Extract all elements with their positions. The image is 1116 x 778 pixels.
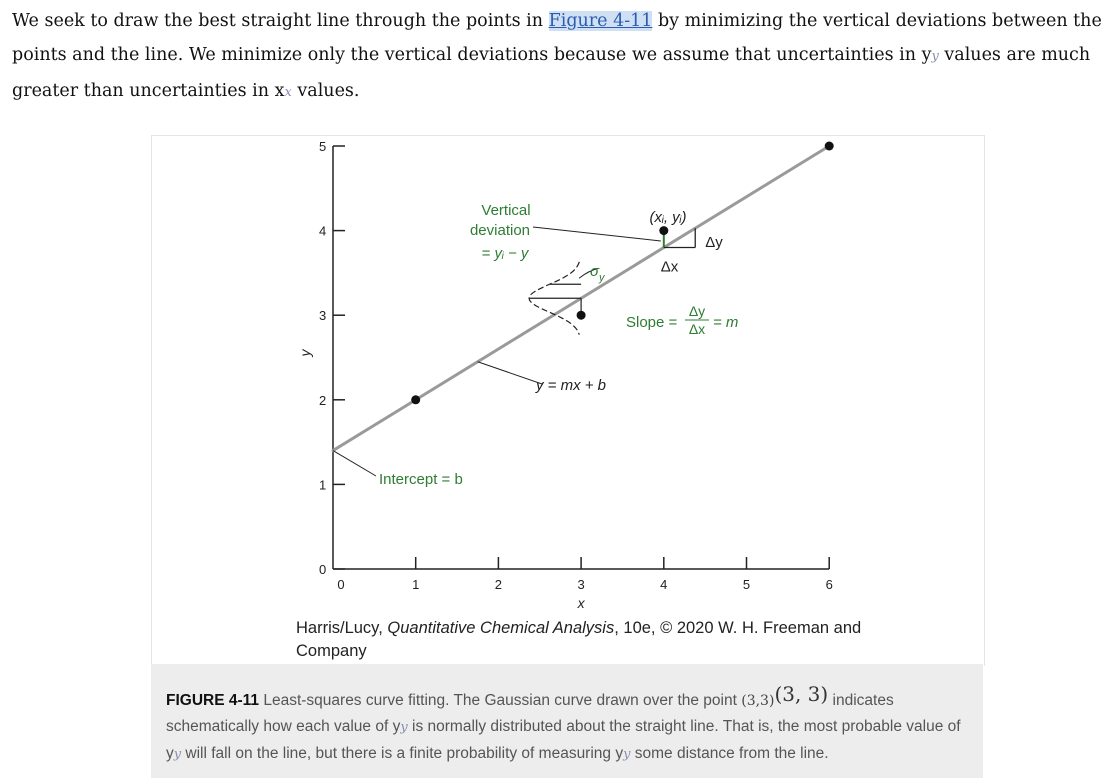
x-tick-label: 6 bbox=[826, 577, 833, 592]
caption-box bbox=[151, 664, 983, 778]
y-tick-label: 0 bbox=[319, 562, 326, 577]
equation-label: y = mx + b bbox=[535, 377, 606, 394]
x-axis-label: x bbox=[577, 595, 586, 611]
caption-point: (3,3) bbox=[741, 693, 775, 709]
caption-text: some distance from the line. bbox=[630, 745, 829, 762]
intercept-label: Intercept = b bbox=[379, 471, 463, 488]
figure-link[interactable]: Figure 4-11 bbox=[548, 11, 653, 31]
slope-denominator: Δx bbox=[689, 321, 705, 337]
caption-text: indicates schematically how each value o… bbox=[166, 692, 894, 735]
y-tick-label: 4 bbox=[319, 224, 326, 239]
chart-axes bbox=[332, 146, 830, 570]
y-tick-label: 3 bbox=[319, 308, 326, 323]
x-tick-label: 0 bbox=[337, 577, 344, 592]
data-point bbox=[576, 310, 586, 320]
caption-text: is normally distributed about the straig… bbox=[166, 718, 961, 762]
deviation-label: Vertical bbox=[481, 202, 530, 219]
x-tick-label: 5 bbox=[743, 577, 750, 592]
figure-panel bbox=[151, 135, 985, 666]
sigma-subscript: y bbox=[598, 272, 606, 284]
credit-prefix: Harris/Lucy, bbox=[296, 619, 388, 637]
intro-text: values. bbox=[291, 81, 360, 101]
x-tick-label: 2 bbox=[495, 577, 502, 592]
data-points bbox=[411, 141, 834, 405]
data-point bbox=[824, 141, 834, 151]
delta-y-label: Δy bbox=[705, 234, 723, 251]
y-axis-label: y bbox=[297, 349, 313, 358]
slope-label: Slope = bbox=[626, 314, 678, 331]
equation-leader bbox=[477, 361, 543, 385]
x-tick-label: 1 bbox=[412, 577, 419, 592]
delta-x-label: Δx bbox=[661, 259, 679, 276]
math-glyph-y: y bbox=[623, 747, 631, 762]
credit-book-title: Quantitative Chemical Analysis bbox=[387, 619, 615, 637]
sigma-leader bbox=[578, 267, 600, 279]
deviation-label: deviation bbox=[470, 222, 530, 239]
sigma-label: σ bbox=[590, 263, 600, 280]
credit-suffix: , 10e, © 2020 W. H. Freeman and Company bbox=[296, 619, 862, 660]
caption-point-math: (3, 3) bbox=[774, 682, 829, 706]
intro-text: values are much greater than uncertainti… bbox=[12, 45, 1091, 101]
figure-credit: Harris/Lucy, Quantitative Chemical Analy… bbox=[296, 617, 896, 663]
y-tick-label: 5 bbox=[319, 139, 326, 154]
data-point bbox=[659, 226, 669, 236]
math-glyph-y: y bbox=[400, 720, 408, 735]
point-label: (xᵢ, yᵢ) bbox=[649, 209, 686, 226]
chart-ticks: 0 1 2 3 4 5 0 1 2 3 4 5 6 x y bbox=[297, 139, 833, 611]
intro-text: We seek to draw the best straight line t… bbox=[12, 11, 549, 31]
x-tick-label: 4 bbox=[660, 577, 667, 592]
y-tick-label: 2 bbox=[319, 393, 326, 408]
math-glyph-y: y bbox=[173, 747, 182, 762]
figure-caption: FIGURE 4-11 Least-squares curve fitting.… bbox=[166, 681, 966, 768]
math-glyph-y: y bbox=[931, 49, 939, 64]
caption-text: will fall on the line, but there is a fi… bbox=[181, 745, 624, 762]
figure-label: FIGURE 4-11 bbox=[166, 692, 260, 709]
y-tick-label: 1 bbox=[319, 477, 326, 492]
deviation-leader bbox=[532, 226, 661, 242]
intercept-leader bbox=[332, 450, 377, 477]
deviation-label: = yᵢ − y bbox=[482, 245, 530, 262]
chart-annotations: Vertical deviation = yᵢ − y (xᵢ, yᵢ) Δy Δx Slo… bbox=[332, 202, 738, 488]
slope-m-label: = m bbox=[713, 314, 738, 331]
math-glyph-x: x bbox=[284, 85, 292, 100]
caption-text: Least-squares curve fitting. The Gaussia… bbox=[259, 692, 742, 709]
data-point bbox=[411, 395, 421, 405]
slope-numerator: Δy bbox=[689, 303, 705, 319]
x-tick-label: 3 bbox=[577, 577, 584, 592]
intro-text: by minimizing the vertical deviations be… bbox=[12, 11, 1102, 65]
intro-paragraph: We seek to draw the best straight line t… bbox=[12, 4, 1108, 110]
